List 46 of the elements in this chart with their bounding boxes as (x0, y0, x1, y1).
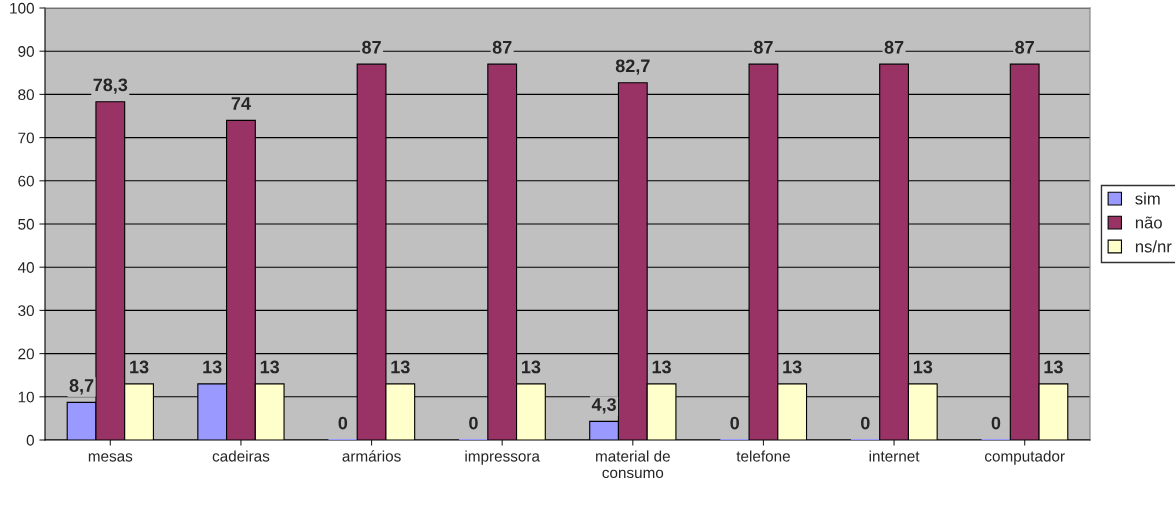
legend-label: sim (1135, 192, 1160, 205)
x-tick-label: armários (342, 450, 401, 462)
data-label: 8,7 (69, 379, 94, 395)
y-tick-label: 60 (18, 175, 34, 187)
data-label: 78,3 (93, 78, 128, 94)
y-tick-label: 90 (18, 46, 34, 57)
x-tick-label: telefone (736, 450, 790, 462)
y-tick-label: 40 (17, 262, 34, 273)
data-label: 13 (130, 360, 149, 374)
data-label: 0 (730, 416, 739, 430)
y-tick-label: 50 (18, 218, 34, 230)
x-tick-label: internet (869, 450, 920, 462)
data-label: 87 (492, 40, 512, 54)
data-label: 13 (1044, 360, 1063, 374)
data-label: 87 (884, 40, 904, 54)
data-label: 87 (1015, 40, 1034, 54)
data-label: 13 (203, 360, 222, 374)
y-tick-label: 30 (18, 305, 34, 317)
data-label: 13 (913, 360, 933, 374)
y-tick-label: 70 (18, 132, 34, 144)
data-label: 0 (861, 416, 870, 430)
y-tick-label: 0 (26, 434, 34, 446)
data-label: 0 (469, 416, 478, 430)
data-label: 0 (991, 416, 1001, 430)
legend-label: não (1135, 216, 1162, 229)
data-label: 13 (652, 360, 671, 374)
data-label: 13 (783, 360, 802, 374)
x-tick-label: cadeiras (212, 450, 270, 462)
y-tick-label: 80 (18, 89, 34, 101)
data-label: 87 (753, 40, 773, 54)
legend-label: ns/nr (1135, 240, 1172, 253)
y-tick-label: 100 (10, 2, 34, 14)
x-tick-label: mesas (88, 453, 133, 462)
data-label: 13 (260, 360, 280, 374)
y-tick-label: 10 (18, 391, 34, 403)
x-tick-label: impressora (465, 450, 540, 465)
data-label: 0 (338, 416, 348, 430)
data-label: 82,7 (615, 59, 650, 75)
x-tick-label: computador (985, 450, 1065, 465)
data-label: 13 (391, 360, 410, 374)
x-tick-label: material de consumo (596, 450, 670, 479)
y-tick-label: 20 (18, 348, 34, 360)
data-label: 13 (522, 360, 541, 374)
data-label: 4,3 (591, 398, 616, 414)
data-label: 87 (362, 40, 381, 54)
data-label: 74 (231, 97, 251, 110)
